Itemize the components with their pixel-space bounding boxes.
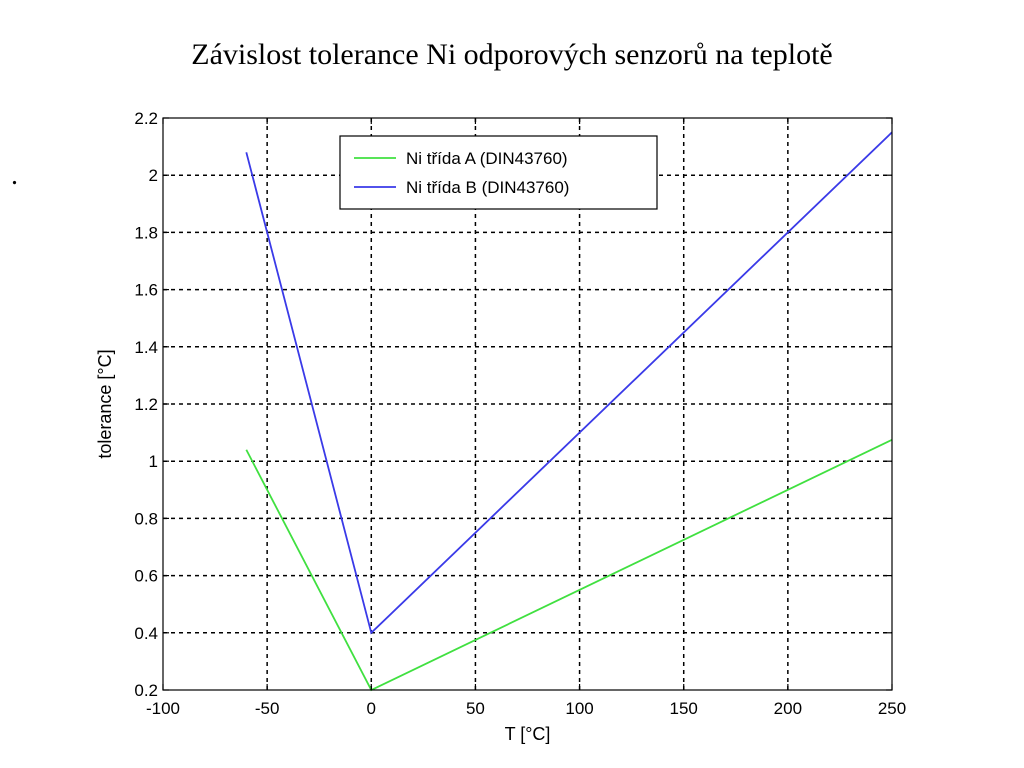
y-tick-label: 1	[149, 452, 158, 471]
y-tick-label: 0.8	[134, 509, 158, 528]
legend-entry: Ni třída A (DIN43760)	[406, 149, 568, 168]
y-tick-label: 2.2	[134, 109, 158, 128]
y-tick-label: 0.4	[134, 624, 158, 643]
y-tick-label: 0.2	[134, 681, 158, 700]
legend-entry: Ni třída B (DIN43760)	[406, 178, 569, 197]
series-line-ni-class-a	[245, 438, 893, 692]
grid-layer	[163, 118, 892, 690]
series-layer	[245, 131, 893, 692]
tick-layer: -100 -50 0 50 100 150 200 250 0.2 0.4 0.6 0.8 1 1.2 1.…	[134, 109, 906, 718]
side-dot-mark: .	[11, 160, 18, 191]
x-tick-label: 100	[565, 699, 593, 718]
x-tick-label: 0	[367, 699, 376, 718]
legend-box	[339, 135, 658, 210]
x-tick-label: 200	[774, 699, 802, 718]
x-tick-label: -100	[146, 699, 180, 718]
label-layer: T [°C] tolerance [°C]	[95, 349, 550, 744]
x-tick-label: -50	[255, 699, 280, 718]
y-tick-label: 1.8	[134, 223, 158, 242]
x-tick-label: 150	[670, 699, 698, 718]
y-tick-label: 1.4	[134, 338, 158, 357]
y-axis-label: tolerance [°C]	[95, 349, 115, 458]
y-tick-label: 1.6	[134, 281, 158, 300]
x-tick-label: 50	[466, 699, 485, 718]
y-tick-label: 2	[149, 166, 158, 185]
x-tick-label: 250	[878, 699, 906, 718]
y-tick-label: 0.6	[134, 567, 158, 586]
y-tick-label: 1.2	[134, 395, 158, 414]
x-axis-label: T [°C]	[505, 724, 551, 744]
slide-title: Závislost tolerance Ni odporových senzor…	[191, 38, 833, 71]
series-line-ni-class-b	[245, 131, 893, 635]
legend: Ni třída A (DIN43760) Ni třída B (DIN4376…	[339, 135, 658, 210]
